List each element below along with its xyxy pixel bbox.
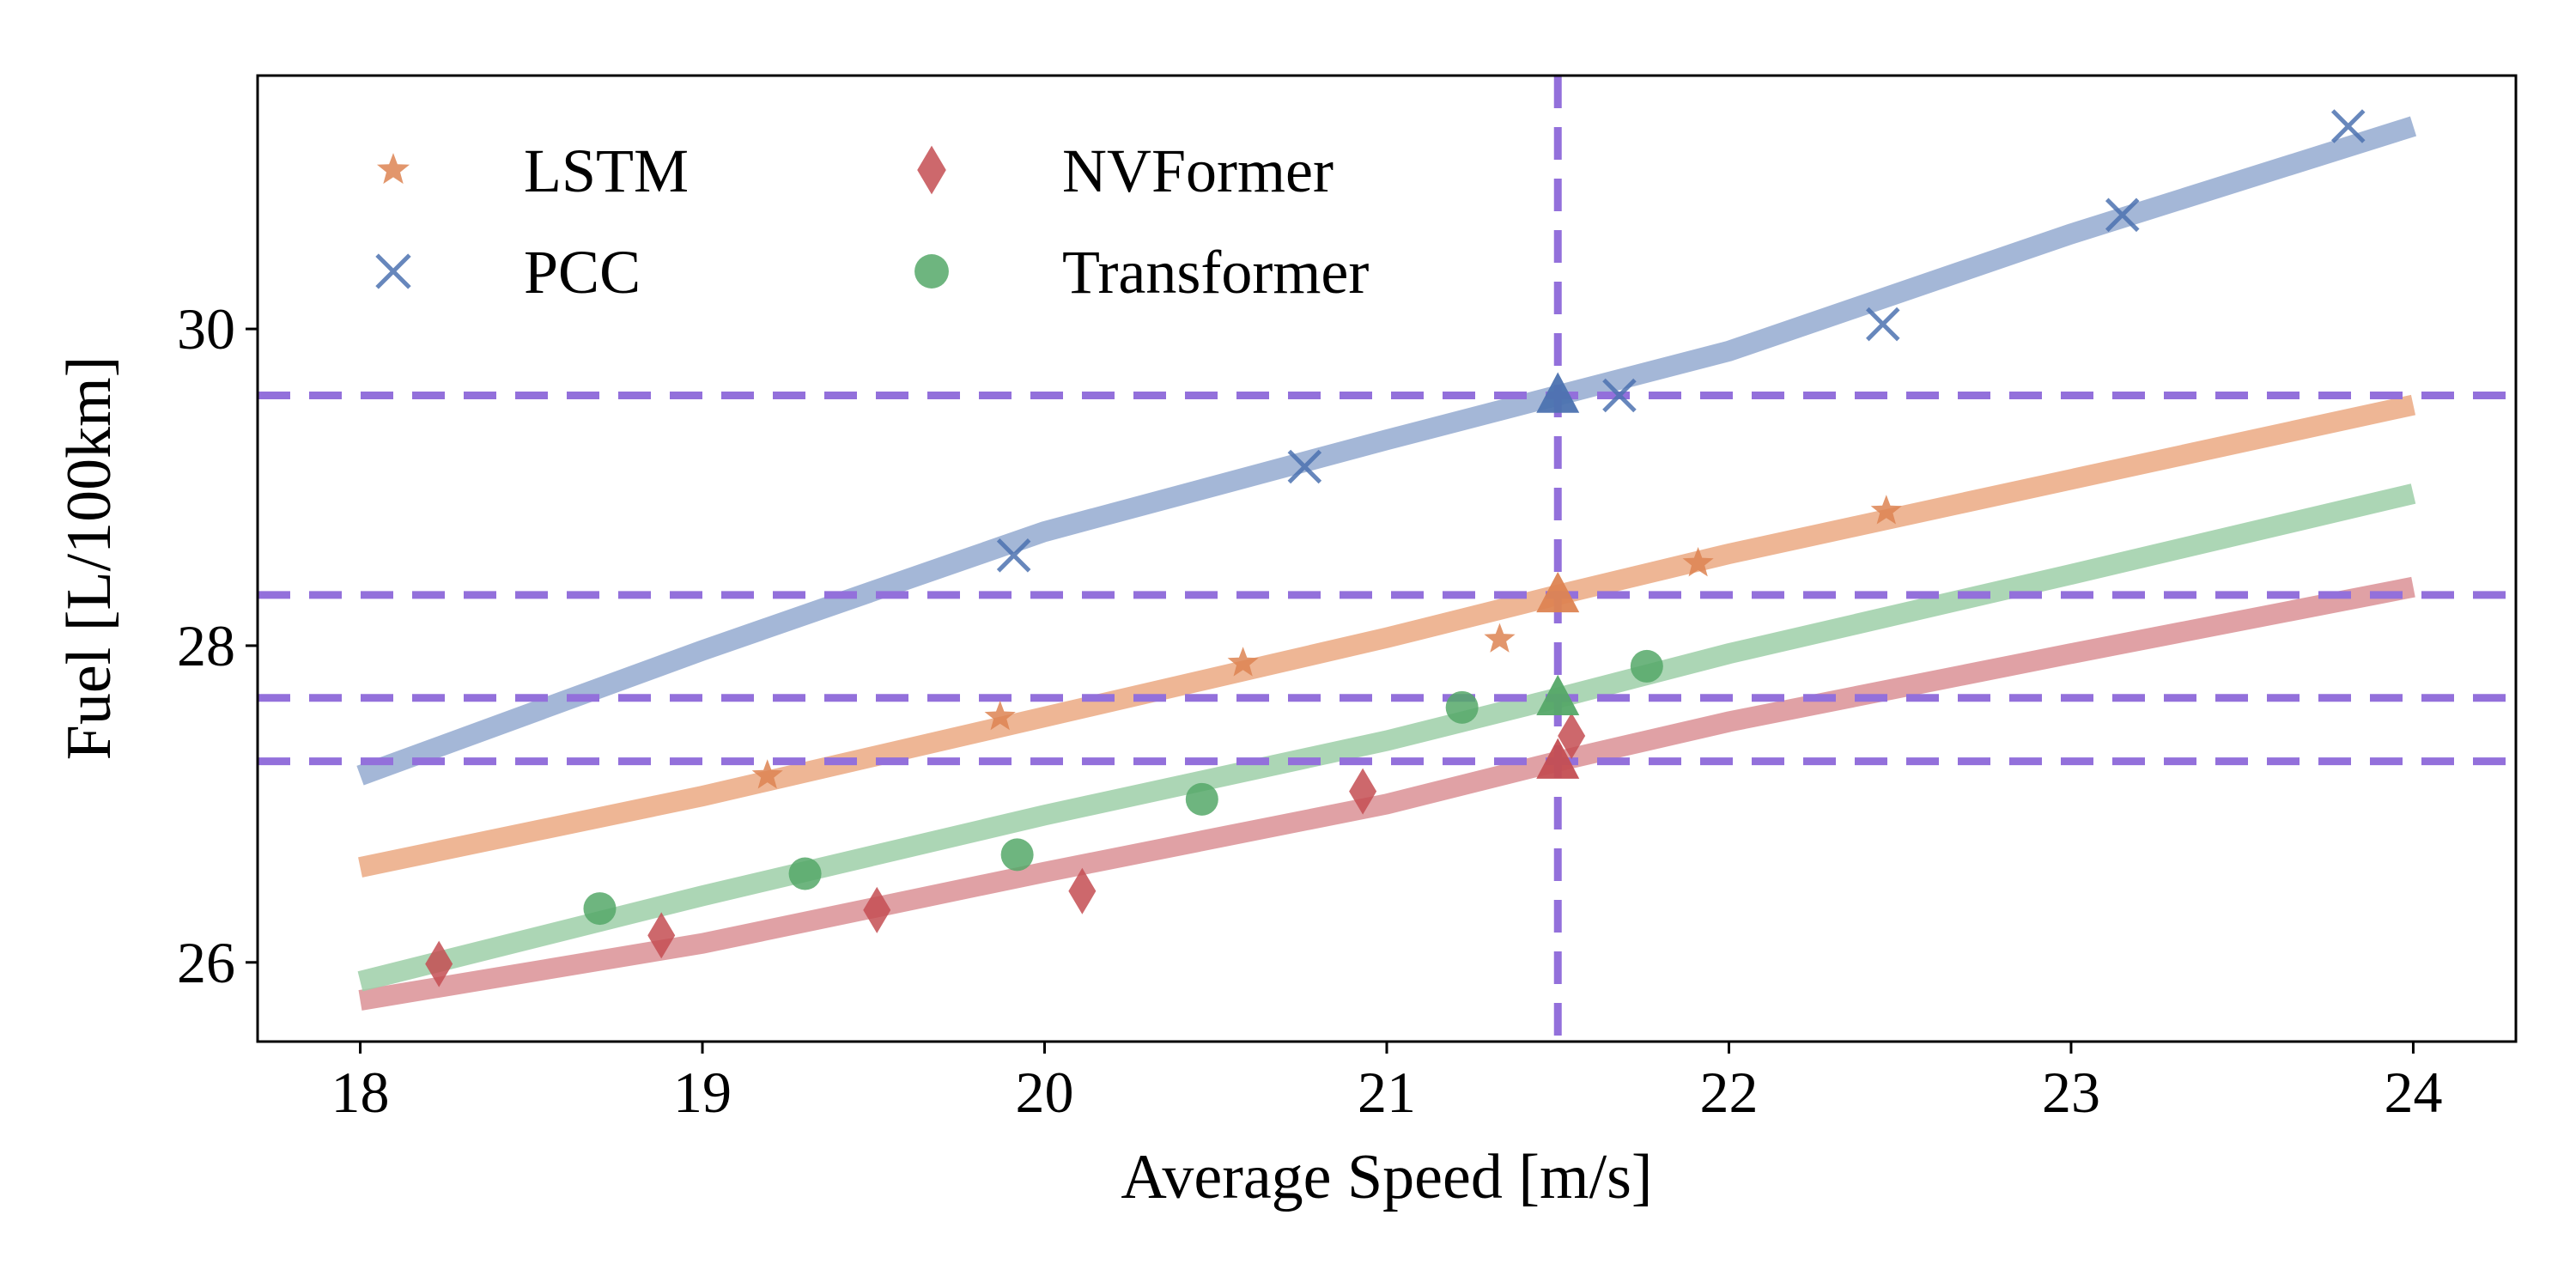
point-nvformer-5 [1349,768,1377,815]
x-tick-label-23: 23 [2042,1060,2100,1125]
x-axis-ticks: 18 19 20 21 22 23 24 [331,1042,2442,1125]
point-lstm-5 [1682,547,1714,577]
point-pcc-5 [2105,197,2140,233]
highlight-pcc [1536,372,1580,413]
point-transformer-1 [583,892,617,926]
fit-line-pcc [356,116,2417,786]
point-transformer-2 [788,857,822,890]
point-lstm-2 [984,700,1016,731]
highlight-nvformer [1536,738,1580,779]
legend-marker-pcc [375,253,411,289]
point-transformer-4 [1185,782,1218,816]
y-axis-ticks: 26 28 30 [177,296,258,995]
highlight-lstm [1536,571,1580,613]
y-tick-label-30: 30 [177,296,235,361]
y-tick-label-26: 26 [177,930,235,995]
point-transformer-5 [1445,690,1479,724]
legend-label-nvformer: NVFormer [1062,137,1334,205]
legend-marker-transformer [914,254,949,289]
legend-label-pcc: PCC [524,238,641,307]
data-points [425,109,2366,987]
point-nvformer-1 [425,940,453,987]
point-pcc-4 [1866,307,1900,342]
point-lstm-6 [1870,495,1902,525]
point-lstm-3 [1227,647,1259,677]
fit-line-lstm [358,394,2416,878]
point-nvformer-2 [647,912,676,959]
point-lstm-1 [751,759,783,789]
legend: LSTM NVFormer PCC Transformer [375,137,1369,307]
point-nvformer-3 [863,886,891,933]
point-nvformer-4 [1068,867,1097,914]
point-transformer-6 [1630,649,1663,683]
fit-line-transformer [357,483,2416,992]
fit-lines [356,116,2417,1011]
legend-label-transformer: Transformer [1062,238,1369,307]
legend-marker-nvformer [917,145,946,195]
x-tick-label-24: 24 [2384,1060,2442,1125]
x-axis-label: Average Speed [m/s] [1121,1142,1652,1212]
x-tick-label-22: 22 [1699,1060,1758,1125]
y-axis-label: Fuel [L/100km] [54,356,125,761]
x-tick-label-19: 19 [673,1060,732,1125]
point-pcc-2 [1287,449,1322,484]
point-lstm-4 [1484,623,1516,653]
highlight-points [1536,372,1580,779]
legend-label-lstm: LSTM [524,137,689,205]
reference-lines [258,76,2516,1042]
x-tick-label-21: 21 [1358,1060,1416,1125]
legend-marker-lstm [377,153,410,185]
point-pcc-3 [1602,378,1637,413]
point-pcc-1 [996,538,1031,573]
y-tick-label-28: 28 [177,613,235,678]
point-nvformer-6 [1558,713,1586,760]
x-tick-label-18: 18 [331,1060,390,1125]
fit-line-nvformer [358,576,2415,1011]
highlight-transformer [1536,674,1580,716]
point-pcc-6 [2330,109,2366,143]
x-tick-label-20: 20 [1016,1060,1074,1125]
point-transformer-3 [1000,838,1034,872]
